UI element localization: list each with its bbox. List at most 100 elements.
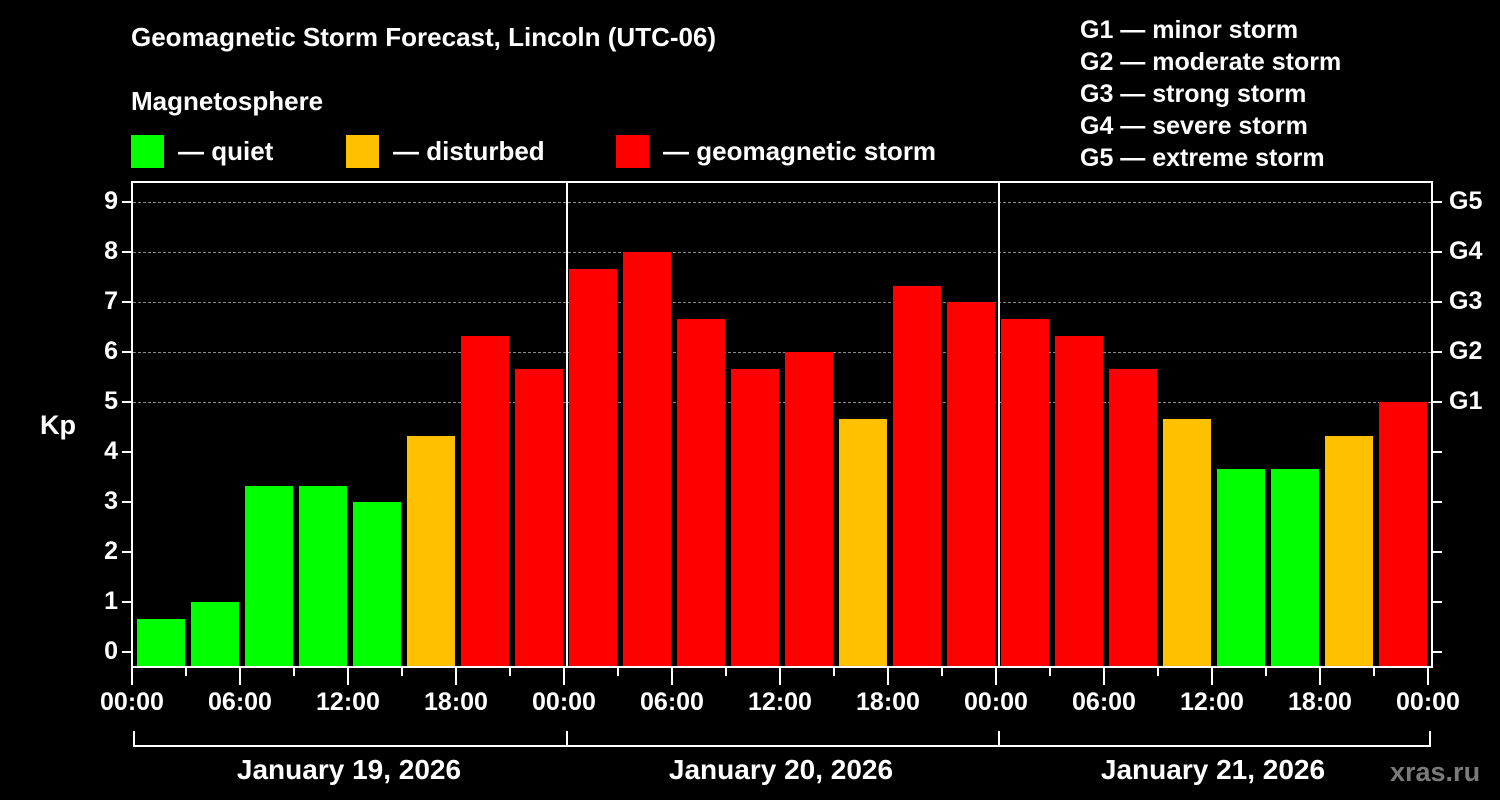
y-tick-label: 5: [104, 387, 118, 415]
disturbed-swatch: [346, 134, 379, 168]
kp-bar: [1217, 468, 1265, 666]
chart-title: Geomagnetic Storm Forecast, Lincoln (UTC…: [131, 22, 717, 52]
y-tick-right: [1433, 451, 1442, 453]
legend-subtitle: Magnetosphere: [131, 86, 324, 116]
x-tick-label: 18:00: [424, 688, 488, 716]
kp-bar: [569, 268, 617, 666]
watermark: xras.ru: [1390, 757, 1481, 787]
x-tick-minor: [185, 668, 187, 676]
x-tick-major: [347, 668, 349, 685]
legend-disturbed-label: — disturbed: [393, 135, 545, 166]
x-tick-label: 12:00: [1180, 688, 1244, 716]
y-tick: [122, 501, 131, 503]
x-tick-major: [995, 668, 997, 685]
kp-bar: [353, 502, 401, 666]
y-tick: [122, 401, 131, 403]
x-tick-label: 00:00: [964, 688, 1028, 716]
legend-disturbed: — disturbed: [346, 134, 545, 168]
g-scale-label: G4: [1449, 237, 1483, 265]
kp-bar: [731, 368, 779, 666]
y-tick-right: [1433, 651, 1442, 653]
x-tick-label: 00:00: [100, 688, 164, 716]
kp-bar: [893, 285, 941, 666]
x-tick-minor: [1373, 668, 1375, 676]
y-tick-right: [1433, 251, 1442, 253]
y-tick: [122, 651, 131, 653]
date-label: January 21, 2026: [1100, 754, 1326, 785]
y-tick: [122, 351, 131, 353]
legend-quiet: — quiet: [131, 134, 273, 168]
kp-bar: [677, 318, 725, 666]
legend-storm: — geomagnetic storm: [616, 134, 936, 168]
x-tick-minor: [833, 668, 835, 676]
y-tick-label: 1: [104, 587, 118, 615]
x-tick-minor: [1157, 668, 1159, 676]
g-scale-label: G3: [1449, 287, 1483, 315]
x-tick-minor: [725, 668, 727, 676]
x-tick-major: [671, 668, 673, 685]
day-divider: [566, 183, 568, 666]
date-label: January 19, 2026: [236, 754, 462, 785]
kp-bar: [623, 252, 671, 666]
kp-bar: [1163, 418, 1211, 666]
x-tick-minor: [941, 668, 943, 676]
y-tick-right: [1433, 501, 1442, 503]
plot-area: [131, 181, 1433, 668]
kp-bar: [515, 368, 563, 666]
x-tick-major: [887, 668, 889, 685]
y-tick-label: 3: [104, 487, 118, 515]
g-scale-legend: G1 — minor storm G2 — moderate storm G3 …: [1080, 14, 1341, 174]
date-label: January 20, 2026: [668, 754, 894, 785]
kp-bar: [461, 335, 509, 666]
y-tick-right: [1433, 551, 1442, 553]
g5-legend: G5 — extreme storm: [1080, 144, 1325, 172]
y-tick-right: [1433, 201, 1442, 203]
kp-bar: [839, 418, 887, 666]
kp-bar: [785, 352, 833, 666]
g2-legend: G2 — moderate storm: [1080, 48, 1342, 76]
y-tick-right: [1433, 401, 1442, 403]
x-tick-label: 18:00: [1288, 688, 1352, 716]
gridline: [133, 352, 1431, 353]
x-tick-label: 06:00: [1072, 688, 1136, 716]
quiet-swatch: [131, 134, 164, 168]
x-tick-minor: [293, 668, 295, 676]
x-tick-major: [455, 668, 457, 685]
y-tick-label: 4: [104, 437, 118, 465]
date-bracket-tick: [133, 731, 135, 747]
g1-legend: G1 — minor storm: [1080, 16, 1299, 44]
day-divider: [998, 183, 1000, 666]
gridline: [133, 402, 1431, 403]
x-tick-major: [1319, 668, 1321, 685]
date-bracket-tick: [566, 731, 568, 747]
kp-bar: [191, 602, 239, 666]
date-bracket-tick: [1429, 731, 1431, 747]
x-tick-minor: [1265, 668, 1267, 676]
kp-bar: [1055, 335, 1103, 666]
x-tick-label: 12:00: [748, 688, 812, 716]
g-scale-label: G5: [1449, 187, 1483, 215]
x-tick-major: [1427, 668, 1429, 685]
storm-swatch: [616, 134, 649, 168]
y-tick: [122, 551, 131, 553]
y-tick-label: 0: [104, 637, 118, 665]
kp-bar: [1325, 435, 1373, 666]
x-tick-major: [1103, 668, 1105, 685]
y-tick-right: [1433, 301, 1442, 303]
x-tick-label: 06:00: [208, 688, 272, 716]
y-tick-label: 8: [104, 237, 118, 265]
x-tick-label: 00:00: [532, 688, 596, 716]
g-scale-label: G2: [1449, 337, 1483, 365]
y-tick: [122, 451, 131, 453]
x-tick-minor: [509, 668, 511, 676]
kp-bar: [407, 435, 455, 666]
date-bracket: [133, 745, 1430, 747]
g4-legend: G4 — severe storm: [1080, 112, 1308, 140]
kp-bar: [1379, 402, 1427, 666]
legend-storm-label: — geomagnetic storm: [663, 135, 937, 166]
y-tick-right: [1433, 351, 1442, 353]
kp-bar: [1001, 318, 1049, 666]
y-tick-label: 2: [104, 537, 118, 565]
y-tick-right: [1433, 601, 1442, 603]
gridline: [133, 202, 1431, 203]
